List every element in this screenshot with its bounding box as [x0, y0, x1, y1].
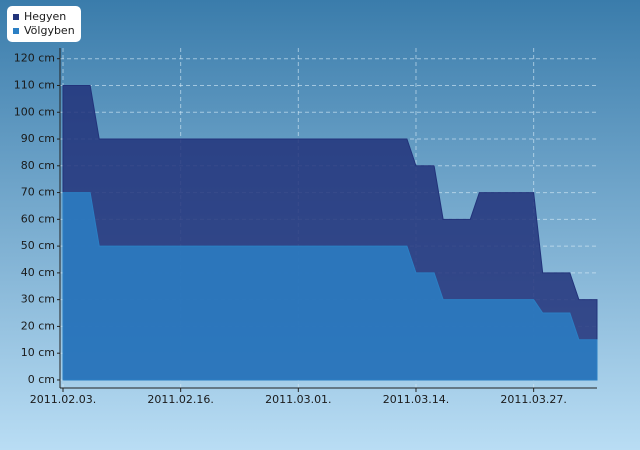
x-tick-label: 2011.02.16.: [147, 393, 213, 406]
plot: 0 cm 10 cm 20 cm 30 cm 40 cm 50 cm 60 cm 70 cm 8…: [14, 48, 598, 406]
x-tick-label: 2011.03.01.: [265, 393, 331, 406]
y-tick-label: 10 cm: [21, 346, 55, 359]
x-tick-label: 2011.03.14.: [383, 393, 449, 406]
y-tick-label: 110 cm: [14, 78, 55, 91]
y-tick-label: 120 cm: [14, 52, 55, 65]
x-tick-label: 2011.02.03.: [30, 393, 96, 406]
y-tick-label: 20 cm: [21, 319, 55, 332]
y-tick-label: 100 cm: [14, 105, 55, 118]
area: [62, 192, 598, 381]
x-tick-label: 2011.03.27.: [500, 393, 566, 406]
legend-label: Völgyben: [24, 24, 75, 37]
y-tick-label: 30 cm: [21, 293, 55, 306]
y-tick-label: 40 cm: [21, 266, 55, 279]
legend-swatch: [13, 28, 19, 34]
y-tick-label: 0 cm: [28, 373, 55, 386]
legend-box: [7, 6, 81, 42]
legend-swatch: [13, 14, 19, 20]
legend-label: Hegyen: [24, 10, 66, 23]
y-tick-label: 90 cm: [21, 132, 55, 145]
y-tick-label: 80 cm: [21, 159, 55, 172]
y-tick-label: 50 cm: [21, 239, 55, 252]
y-tick-label: 70 cm: [21, 186, 55, 199]
y-tick-label: 60 cm: [21, 212, 55, 225]
